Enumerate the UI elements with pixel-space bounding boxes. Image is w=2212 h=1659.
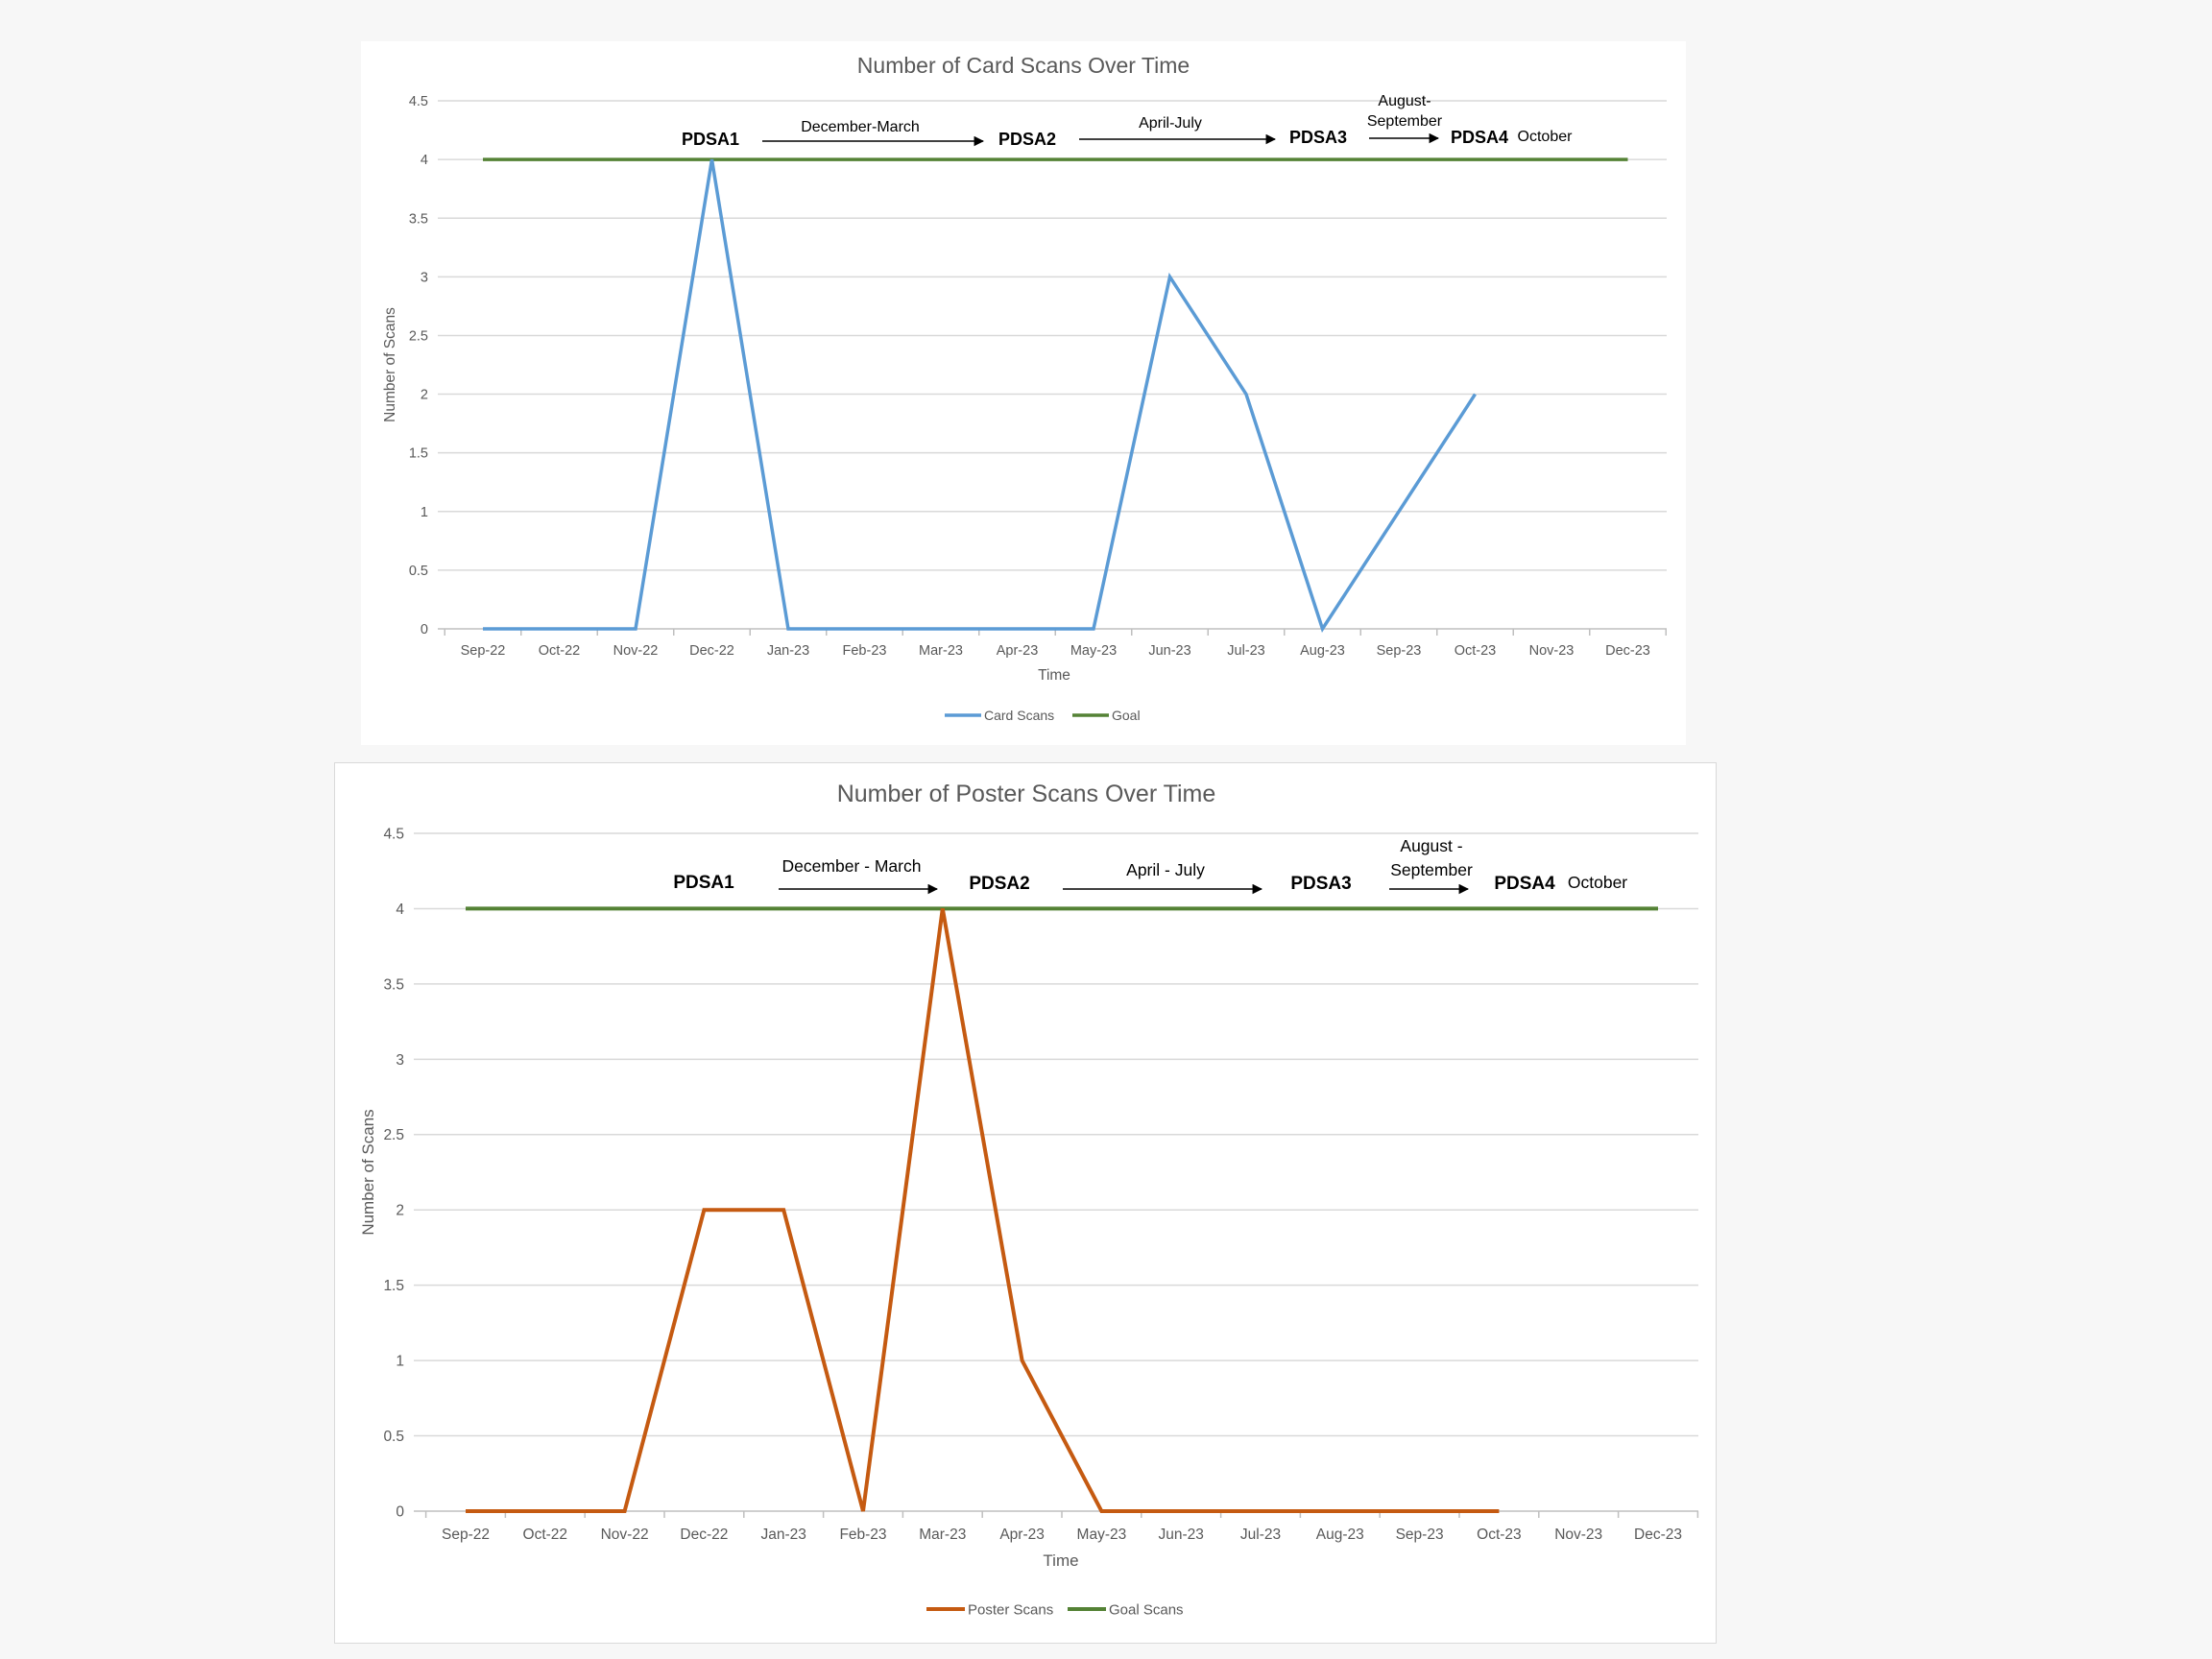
annotation-range1: December - March — [782, 856, 922, 876]
x-tick-label: Mar-23 — [919, 1527, 966, 1543]
x-tick-label: Nov-23 — [1554, 1527, 1602, 1543]
annotation-pdsa4: PDSA4 — [1451, 128, 1508, 147]
chart-title: Number of Card Scans Over Time — [857, 53, 1190, 78]
y-tick-label: 1 — [421, 505, 428, 520]
annotation-pdsa3: PDSA3 — [1289, 128, 1347, 147]
y-tick-label: 1.5 — [409, 446, 428, 462]
annotation-range4: October — [1568, 873, 1627, 892]
y-tick-label: 2.5 — [383, 1127, 404, 1143]
x-tick-label: Jun-23 — [1148, 643, 1190, 659]
y-tick-label: 0 — [396, 1503, 404, 1520]
x-tick-label: May-23 — [1070, 643, 1117, 659]
annotation-range3-line1: August - — [1400, 836, 1462, 855]
x-tick-label: May-23 — [1077, 1527, 1127, 1543]
x-tick-label: Apr-23 — [997, 643, 1039, 659]
x-tick-label: Apr-23 — [999, 1527, 1045, 1543]
annotation-range4: October — [1518, 129, 1574, 145]
y-tick-label: 3.5 — [383, 976, 404, 993]
y-axis-title: Number of Scans — [359, 1109, 377, 1235]
legend-label: Goal — [1112, 708, 1141, 723]
y-tick-label: 3 — [421, 270, 428, 285]
y-tick-label: 4.5 — [409, 94, 428, 109]
x-tick-label: Jun-23 — [1158, 1527, 1203, 1543]
x-tick-label: Sep-22 — [461, 643, 506, 659]
y-axis-title: Number of Scans — [382, 307, 398, 422]
x-tick-label: Feb-23 — [839, 1527, 886, 1543]
legend-label: Poster Scans — [968, 1601, 1053, 1618]
y-tick-label: 0 — [421, 622, 428, 637]
x-tick-label: Aug-23 — [1316, 1527, 1364, 1543]
x-tick-label: Aug-23 — [1300, 643, 1345, 659]
x-tick-label: Nov-23 — [1529, 643, 1575, 659]
y-tick-label: 4.5 — [383, 826, 404, 842]
card-scans-chart-panel: Number of Card Scans Over Time 0 0.5 1 1.5 2 2… — [361, 41, 1686, 745]
x-axis-title: Time — [1038, 667, 1070, 684]
y-tick-label: 4 — [396, 902, 404, 918]
legend-label: Goal Scans — [1109, 1601, 1184, 1618]
annotation-range1: December-March — [801, 119, 920, 135]
x-tick-label: Sep-23 — [1396, 1527, 1444, 1543]
x-tick-label: Mar-23 — [919, 643, 963, 659]
x-tick-label: Oct-23 — [1455, 643, 1497, 659]
x-tick-label: Jan-23 — [767, 643, 809, 659]
x-tick-label: Sep-22 — [442, 1527, 490, 1543]
x-tick-label: Nov-22 — [601, 1527, 649, 1543]
annotation-range2: April - July — [1126, 860, 1205, 879]
y-tick-label: 2.5 — [409, 329, 428, 345]
annotation-pdsa2: PDSA2 — [998, 130, 1056, 149]
y-tick-label: 0.5 — [383, 1429, 404, 1445]
x-axis-title: Time — [1043, 1551, 1078, 1570]
y-tick-label: 3 — [396, 1052, 404, 1069]
x-tick-label: Dec-23 — [1605, 643, 1650, 659]
y-tick-label: 1.5 — [383, 1278, 404, 1294]
poster-scans-chart-panel: Number of Poster Scans Over Time 0 0.5 1 1.5… — [334, 762, 1717, 1644]
annotation-range3-line2: September — [1367, 113, 1443, 130]
x-tick-label: Oct-23 — [1477, 1527, 1522, 1543]
annotation-pdsa4: PDSA4 — [1494, 874, 1555, 894]
y-tick-label: 0.5 — [409, 564, 428, 579]
y-tick-label: 4 — [421, 153, 428, 168]
annotation-range2: April-July — [1139, 115, 1202, 132]
annotation-pdsa2: PDSA2 — [969, 874, 1029, 894]
x-tick-label: Jul-23 — [1240, 1527, 1281, 1543]
x-tick-label: Nov-22 — [613, 643, 659, 659]
y-tick-label: 3.5 — [409, 211, 428, 227]
series-line-main — [466, 908, 1500, 1513]
series-line-main — [483, 158, 1477, 634]
annotation-pdsa3: PDSA3 — [1290, 874, 1351, 894]
x-tick-label: Jan-23 — [760, 1527, 805, 1543]
card-scans-chart: Number of Card Scans Over Time 0 0.5 1 1.5 2 2… — [382, 53, 1667, 723]
legend-label: Card Scans — [984, 708, 1054, 723]
x-tick-label: Oct-22 — [523, 1527, 568, 1543]
y-tick-label: 2 — [421, 388, 428, 403]
annotation-pdsa1: PDSA1 — [673, 873, 734, 893]
x-tick-label: Oct-22 — [539, 643, 581, 659]
annotation-range3-line2: September — [1390, 860, 1473, 879]
x-tick-label: Dec-22 — [689, 643, 734, 659]
y-tick-label: 2 — [396, 1203, 404, 1219]
poster-scans-chart: Number of Poster Scans Over Time 0 0.5 1 1.5… — [359, 781, 1699, 1618]
chart-title: Number of Poster Scans Over Time — [837, 781, 1216, 807]
annotation-pdsa1: PDSA1 — [682, 130, 739, 149]
x-tick-label: Sep-23 — [1377, 643, 1422, 659]
x-tick-label: Jul-23 — [1227, 643, 1265, 659]
y-tick-label: 1 — [396, 1354, 404, 1370]
x-tick-label: Feb-23 — [843, 643, 887, 659]
x-tick-label: Dec-22 — [680, 1527, 728, 1543]
annotation-range3-line1: August- — [1378, 93, 1431, 109]
x-tick-label: Dec-23 — [1634, 1527, 1682, 1543]
